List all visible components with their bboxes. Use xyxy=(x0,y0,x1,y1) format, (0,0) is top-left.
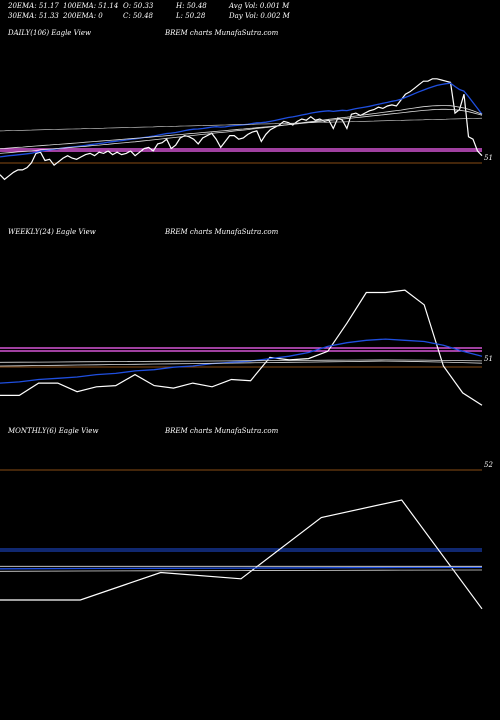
daily-watermark: BREM charts MunafaSutra.com xyxy=(165,29,279,37)
ema30-label: 30EMA: 51.33 xyxy=(8,12,59,20)
monthly-panel-label: MONTHLY(6) Eagle View xyxy=(8,427,99,435)
high-label: H: 50.48 xyxy=(176,2,207,10)
daily-ema-slow-line-c xyxy=(0,117,483,132)
weekly-y-tick: 51 xyxy=(484,355,493,363)
monthly-ema-slow-line-b xyxy=(0,569,483,572)
ema20-label: 20EMA: 51.17 xyxy=(8,2,59,10)
monthly-watermark: BREM charts MunafaSutra.com xyxy=(165,427,279,435)
weekly-price-line xyxy=(0,289,483,406)
daily-panel-label: DAILY(106) Eagle View xyxy=(8,29,91,37)
daily-ema-slow-line-b xyxy=(0,108,483,149)
open-label: O: 50.33 xyxy=(123,2,154,10)
weekly-ema-slow-line-a xyxy=(0,360,483,367)
weekly-ema-slow-line-b xyxy=(0,359,483,363)
weekly-ema-fast-line xyxy=(0,338,483,384)
low-label: L: 50.28 xyxy=(176,12,206,20)
ema100-label: 100EMA: 51.14 xyxy=(63,2,119,10)
day-vol-label: Day Vol: 0.002 M xyxy=(229,12,290,20)
daily-ema-slow-line-a xyxy=(0,105,483,154)
daily-y-tick: 51 xyxy=(484,154,493,162)
daily-ema-fast-line xyxy=(0,82,483,158)
close-label: C: 50.48 xyxy=(123,12,153,20)
weekly-panel-label: WEEKLY(24) Eagle View xyxy=(8,228,96,236)
monthly-y-tick: 52 xyxy=(484,461,493,469)
monthly-price-line xyxy=(0,499,483,610)
ema200-label: 200EMA: 0 xyxy=(63,12,103,20)
weekly-watermark: BREM charts MunafaSutra.com xyxy=(165,228,279,236)
avg-vol-label: Avg Vol: 0.001 M xyxy=(229,2,290,10)
monthly-ema-fast-line xyxy=(0,566,483,570)
